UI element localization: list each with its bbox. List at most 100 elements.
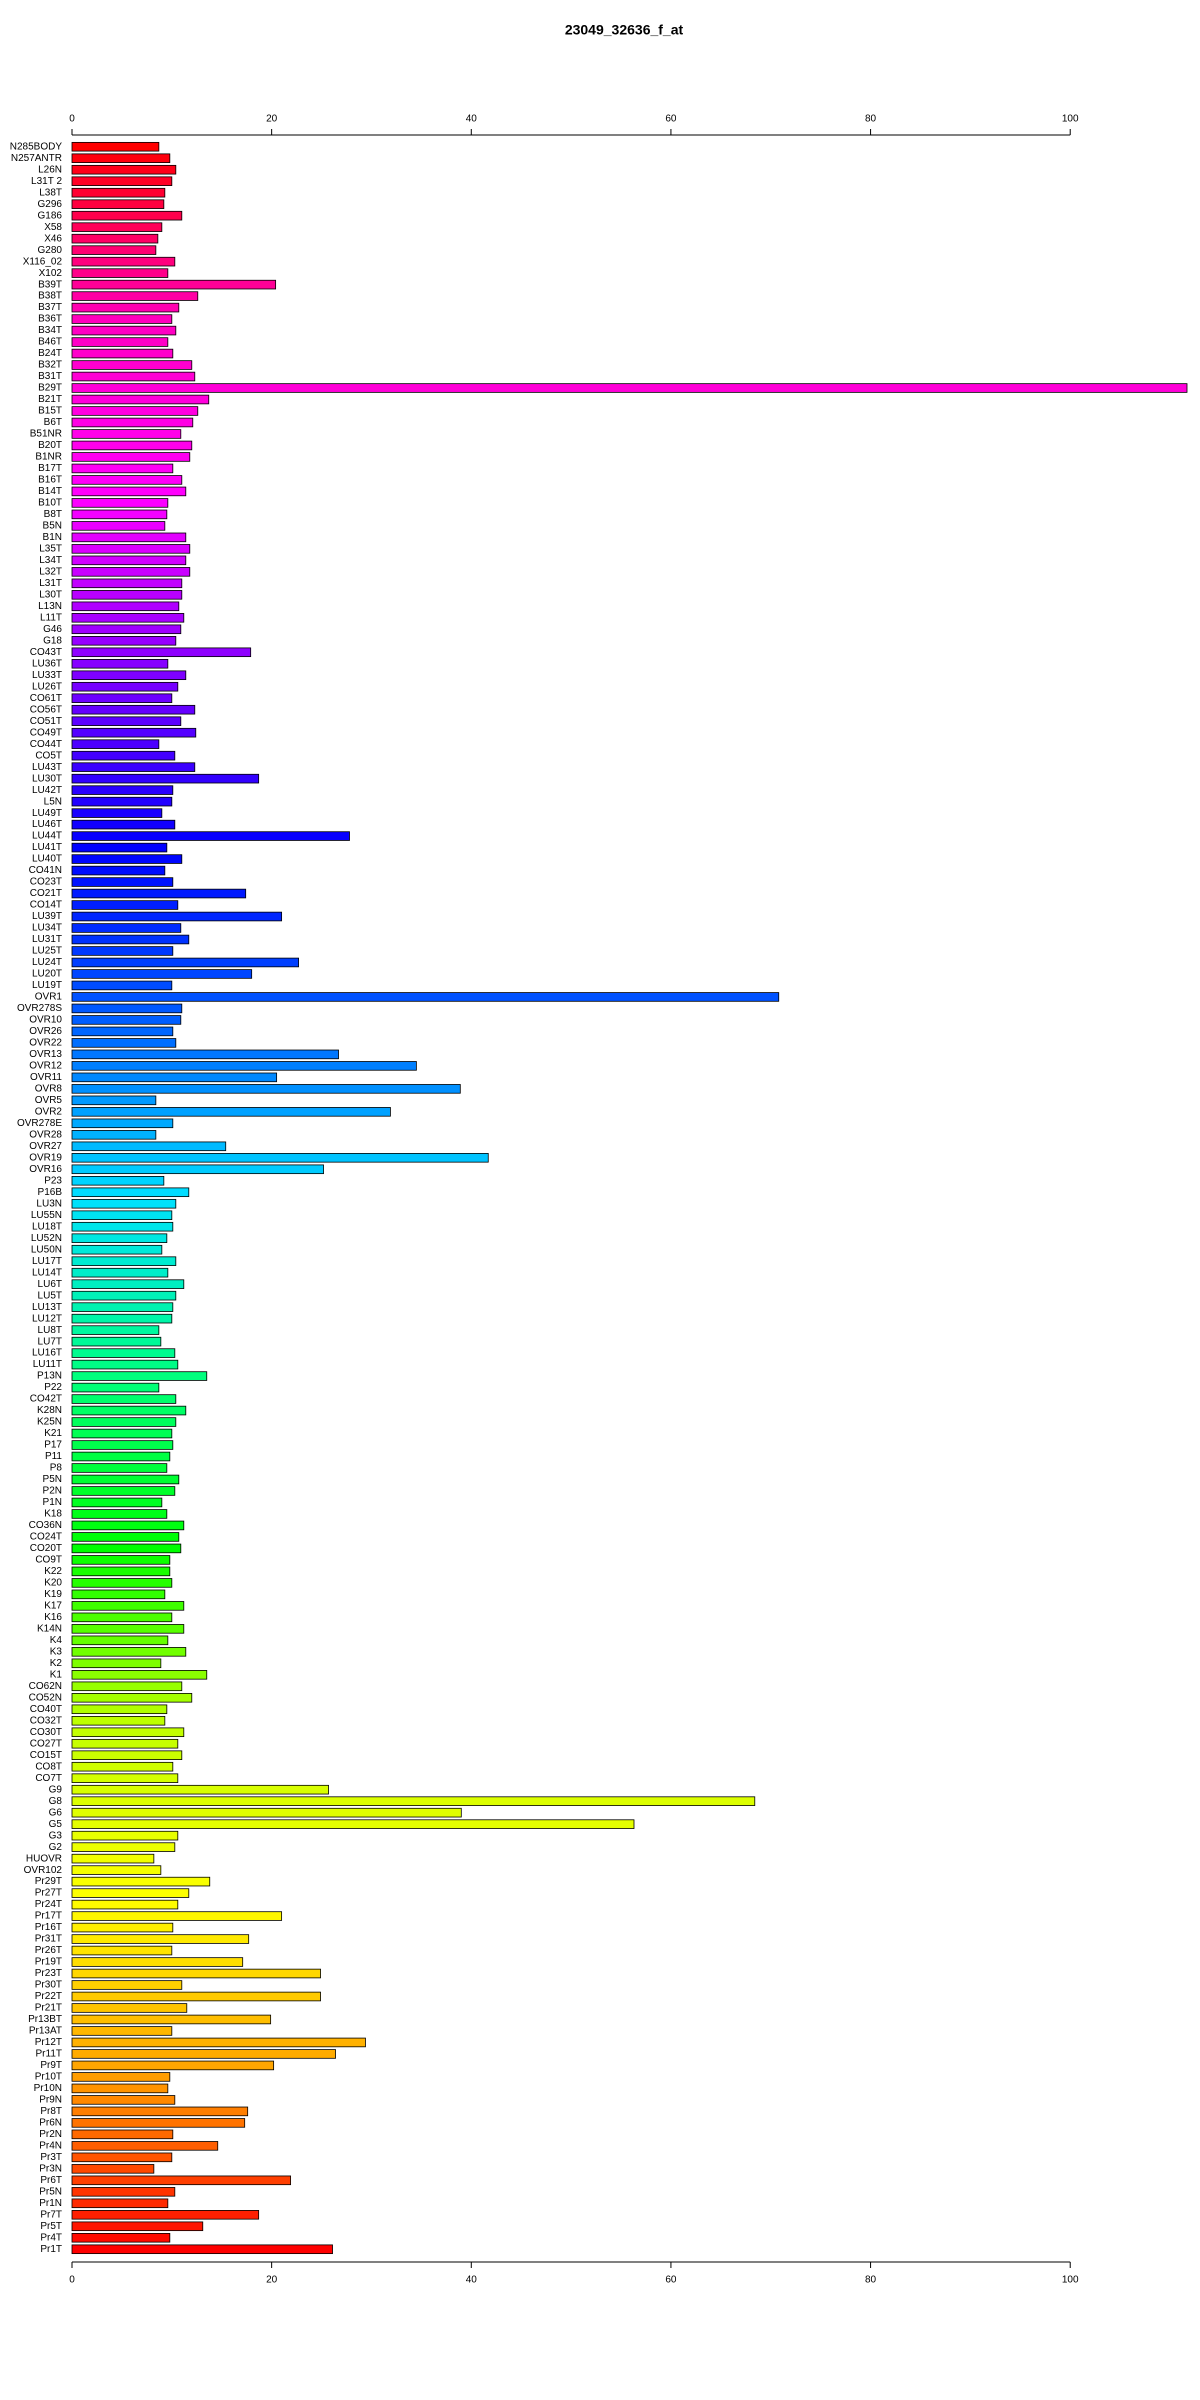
bar xyxy=(71,2221,204,2232)
y-tick-label: OVR28 xyxy=(29,1129,62,1140)
bar xyxy=(71,1784,329,1795)
y-tick-label: CO61T xyxy=(30,693,62,704)
bar xyxy=(71,1750,183,1760)
bar xyxy=(71,2152,173,2163)
bar xyxy=(71,406,199,416)
bar xyxy=(71,1509,168,1519)
y-tick-label: N257ANTR xyxy=(11,153,62,164)
y-tick-label: Pr5N xyxy=(39,2186,62,2197)
bar xyxy=(71,1681,183,1692)
y-tick-label: LU8T xyxy=(38,1325,62,1336)
bar xyxy=(71,1957,244,1967)
bar xyxy=(71,2106,249,2117)
y-tick-label: B24T xyxy=(38,348,62,359)
bar xyxy=(71,1279,185,1289)
y-tick-label: LU39T xyxy=(32,911,62,922)
bar xyxy=(71,1899,179,1910)
bar xyxy=(71,957,299,968)
y-tick-label: Pr23T xyxy=(35,1968,62,1979)
bar xyxy=(71,1141,227,1152)
bar xyxy=(71,2141,219,2151)
x-tick-label: 60 xyxy=(665,2275,677,2286)
y-tick-label: Pr19T xyxy=(35,1957,62,1968)
y-tick-label: OVR13 xyxy=(29,1049,62,1060)
y-tick-label: K21 xyxy=(44,1428,62,1439)
bar xyxy=(71,969,253,979)
y-tick-label: Pr29T xyxy=(35,1876,62,1887)
y-tick-label: B8T xyxy=(44,509,62,520)
y-tick-label: HUOVR xyxy=(26,1853,62,1864)
y-tick-label: LU55N xyxy=(31,1210,62,1221)
y-tick-label: CO36N xyxy=(29,1520,62,1531)
bar xyxy=(71,1911,283,1921)
bar xyxy=(71,1693,193,1703)
y-tick-label: B15T xyxy=(38,406,62,417)
y-tick-label: Pr10T xyxy=(35,2072,62,2083)
bar xyxy=(71,796,173,807)
bar xyxy=(71,601,180,612)
x-tick-label: 0 xyxy=(69,2275,75,2286)
y-tick-label: G5 xyxy=(49,1819,63,1830)
bar xyxy=(71,1176,165,1186)
bar xyxy=(71,1715,166,1726)
bar xyxy=(71,636,177,646)
y-tick-label: LU13T xyxy=(32,1302,62,1313)
bar xyxy=(71,980,173,991)
bar xyxy=(71,1267,169,1278)
y-tick-label: G6 xyxy=(49,1807,63,1818)
y-tick-label: LU3N xyxy=(36,1198,62,1209)
bar xyxy=(71,1336,162,1347)
y-tick-label: P2N xyxy=(43,1486,62,1497)
bar xyxy=(71,1635,169,1646)
bar xyxy=(71,1405,187,1416)
y-tick-label: G3 xyxy=(49,1830,63,1841)
bar xyxy=(71,1945,173,1956)
bar xyxy=(71,624,182,635)
y-tick-label: OVR11 xyxy=(30,1072,62,1083)
bar xyxy=(71,475,183,485)
bar xyxy=(71,888,247,899)
y-tick-label: CO62N xyxy=(29,1681,62,1692)
bar xyxy=(71,1555,171,1565)
y-tick-label: B34T xyxy=(38,325,62,336)
y-tick-label: CO27T xyxy=(30,1738,62,1749)
bar xyxy=(71,521,166,531)
y-tick-label: LU12T xyxy=(32,1313,62,1324)
y-tick-label: LU43T xyxy=(32,762,62,773)
y-tick-label: Pr17T xyxy=(35,1911,62,1922)
bar xyxy=(71,555,187,566)
bar xyxy=(71,1566,171,1577)
bar xyxy=(71,1647,187,1657)
bar xyxy=(71,1543,182,1554)
y-tick-label: CO21T xyxy=(30,888,62,899)
bar xyxy=(71,498,169,508)
bar xyxy=(71,923,182,933)
bar xyxy=(71,1968,321,1979)
y-tick-label: G46 xyxy=(43,624,62,635)
bar xyxy=(71,1474,180,1485)
y-tick-label: B51NR xyxy=(30,429,62,440)
bar xyxy=(71,371,196,382)
bar xyxy=(71,2014,272,2025)
bar xyxy=(71,727,197,738)
bar xyxy=(71,394,210,405)
y-tick-label: K14N xyxy=(37,1623,62,1634)
bar xyxy=(71,1107,391,1117)
bar xyxy=(71,2164,155,2174)
bar xyxy=(71,486,187,497)
bar xyxy=(71,291,199,301)
bar xyxy=(71,808,163,818)
bar xyxy=(71,773,260,784)
y-tick-label: Pr21T xyxy=(35,2003,62,2014)
y-tick-label: Pr4T xyxy=(40,2232,62,2243)
y-tick-label: Pr4N xyxy=(39,2140,62,2151)
x-tick-label: 20 xyxy=(266,2275,278,2286)
bar xyxy=(71,693,173,703)
y-tick-label: Pr24T xyxy=(35,1899,62,1910)
bar xyxy=(71,1980,183,1990)
y-tick-label: LU46T xyxy=(32,819,62,830)
y-tick-label: B29T xyxy=(38,383,62,394)
y-tick-label: P16B xyxy=(38,1187,63,1198)
y-tick-label: P5N xyxy=(43,1474,62,1485)
